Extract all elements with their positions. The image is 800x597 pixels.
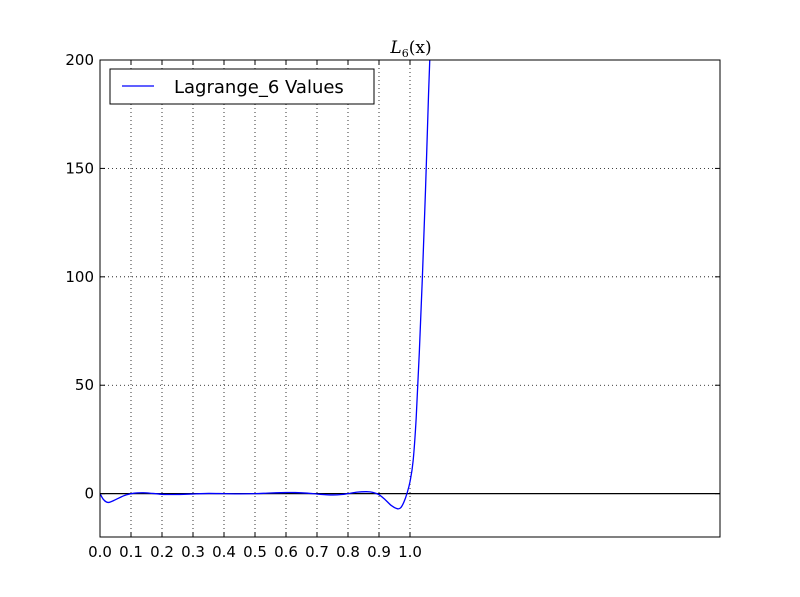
x-tick-label: 0.9: [367, 543, 391, 561]
x-tick-label: 0.3: [181, 543, 205, 561]
y-tick-label: 200: [65, 51, 94, 69]
x-tick-label: 1.0: [398, 543, 422, 561]
x-tick-label: 0.7: [305, 543, 329, 561]
y-tick-label: 0: [84, 485, 94, 503]
x-tick-label: 0.5: [243, 543, 267, 561]
x-tick-label: 0.6: [274, 543, 298, 561]
x-tick-label: 0.0: [88, 543, 112, 561]
x-tick-label: 0.8: [336, 543, 360, 561]
grid: [99, 60, 720, 537]
ticks: 0.0 0.1 0.2 0.3 0.4 0.5 0.6 0.7 0.8 0.9 1.0 0 50 100 1…: [65, 51, 720, 561]
plot-frame: [99, 59, 721, 538]
y-tick-label: 150: [65, 159, 94, 177]
legend-label: Lagrange_6 Values: [174, 77, 344, 98]
chart-title: L6(x): [389, 38, 431, 60]
y-tick-label: 100: [65, 268, 94, 286]
x-tick-label: 0.2: [150, 543, 174, 561]
y-tick-label: 50: [75, 376, 94, 394]
x-tick-label: 0.4: [212, 543, 236, 561]
series-line-lagrange-6: [100, 60, 431, 510]
x-tick-label: 0.1: [119, 543, 143, 561]
legend: Lagrange_6 Values: [109, 68, 375, 105]
